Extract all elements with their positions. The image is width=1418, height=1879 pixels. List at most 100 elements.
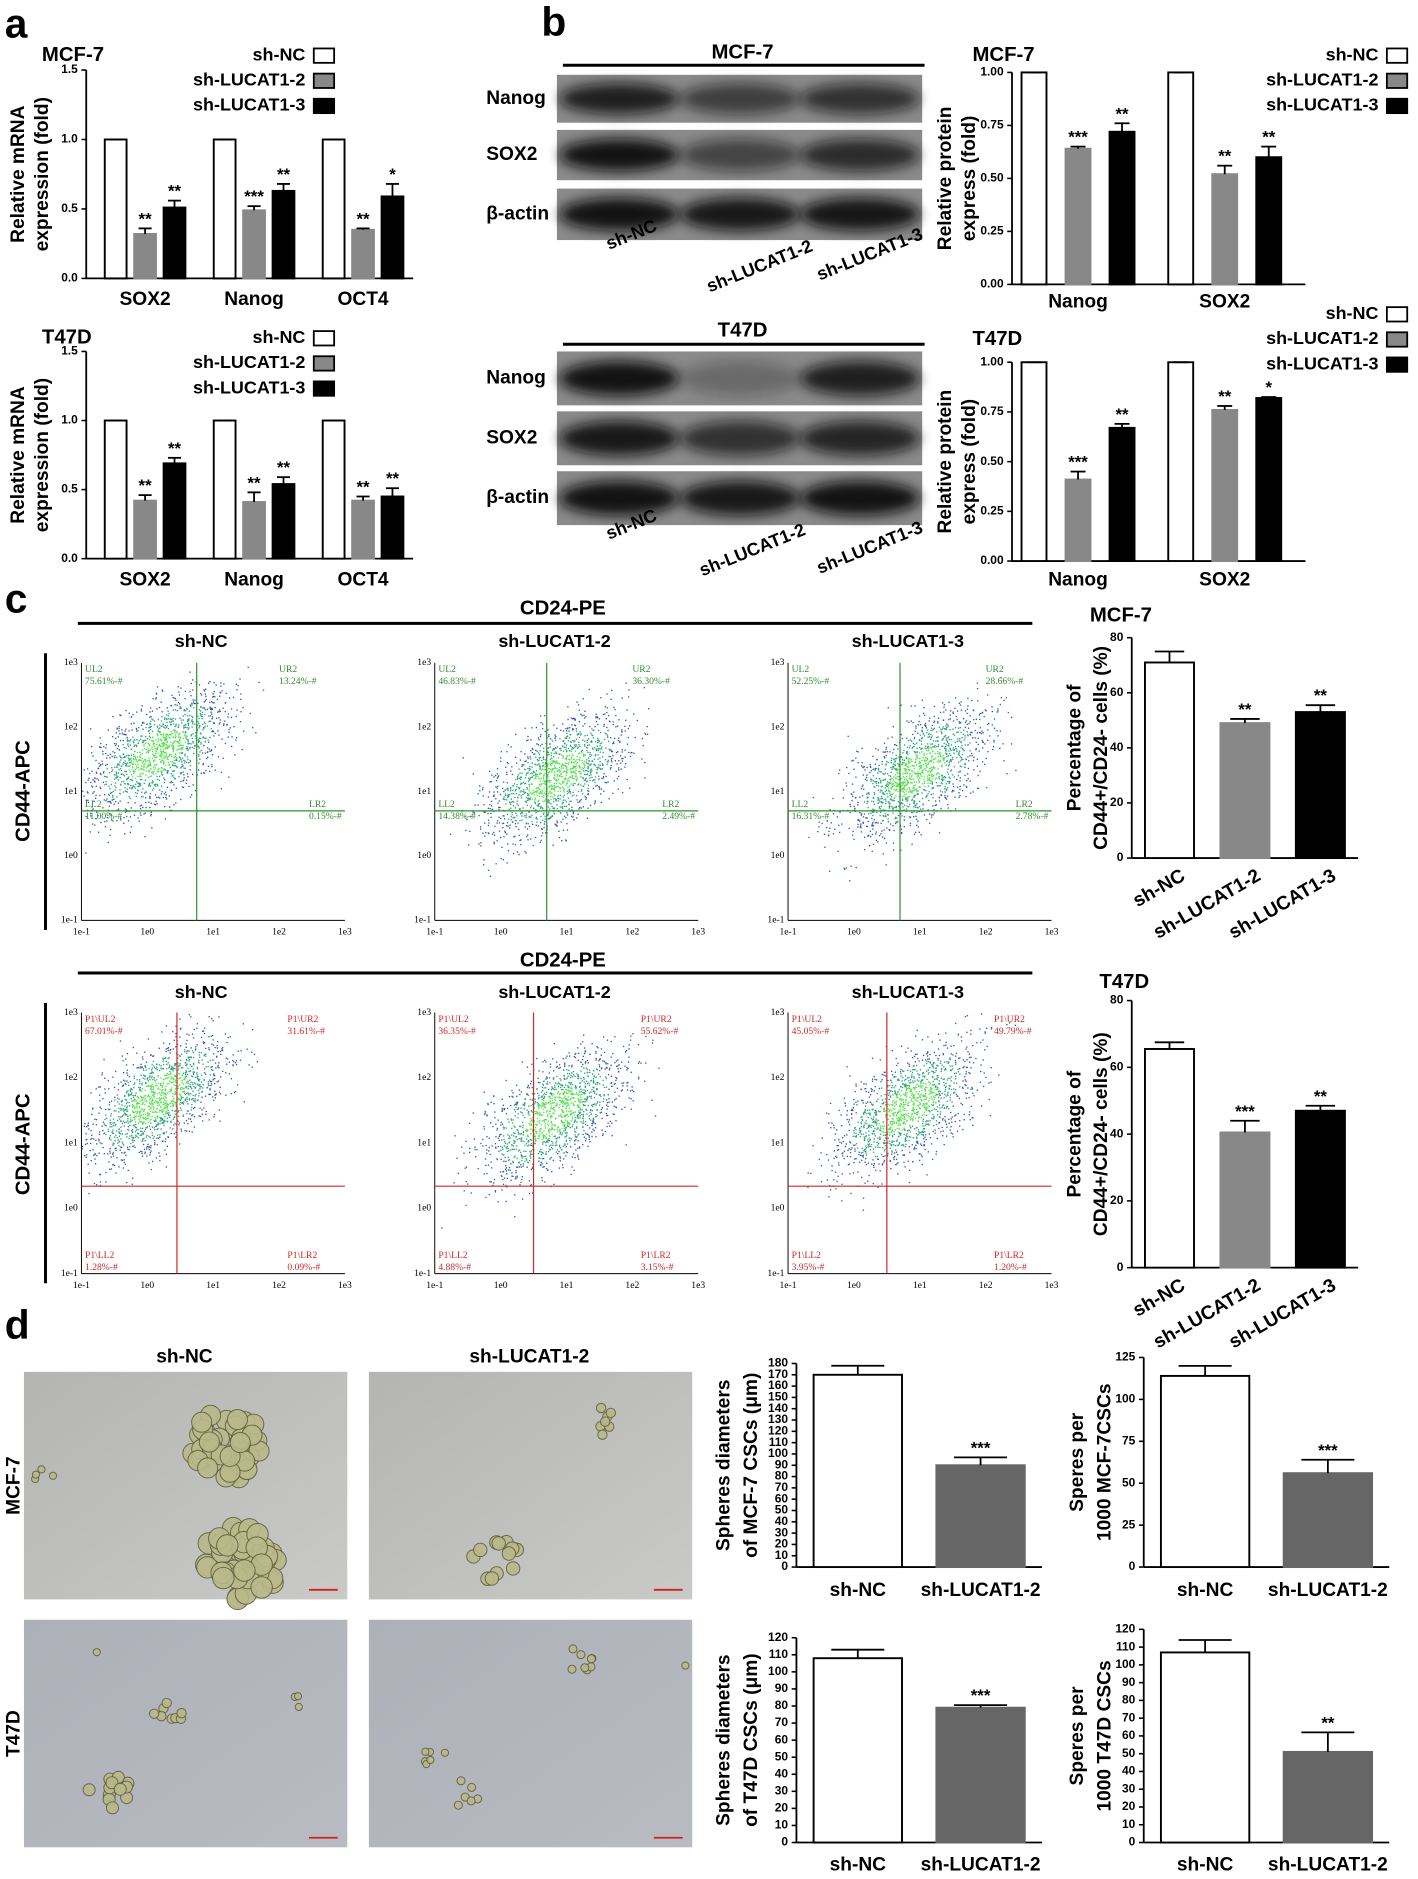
flow-dot: [187, 1110, 190, 1112]
flow-dot: [159, 1155, 161, 1157]
flow-dot: [949, 710, 952, 712]
flow-dot: [167, 710, 169, 712]
flow-dot: [167, 761, 170, 764]
flow-dot: [535, 777, 537, 780]
y-tick-label: 1.00: [980, 65, 1004, 79]
flow-dot: [582, 754, 585, 756]
flow-dot: [932, 787, 935, 789]
flow-dot: [181, 749, 183, 751]
flow-dot: [593, 779, 595, 781]
flow-dot: [189, 796, 192, 798]
flow-dot: [971, 699, 973, 702]
flow-dot: [173, 804, 175, 806]
y-tick-label: 40: [775, 1766, 789, 1780]
chart-title: MCF-7: [972, 44, 1034, 66]
flow-dot: [527, 823, 529, 825]
flow-dot: [165, 794, 167, 796]
flow-dot: [203, 772, 205, 774]
flow-dot: [553, 812, 555, 814]
flow-dot: [134, 1118, 136, 1121]
flow-dot: [975, 741, 977, 743]
flow-dot: [477, 804, 479, 806]
flow-dot: [566, 762, 568, 765]
flow-dot: [915, 753, 917, 756]
significance: **: [277, 165, 291, 184]
flow-dot: [490, 780, 492, 783]
y-tick-label: 20: [1122, 1799, 1136, 1813]
flow-dot: [568, 737, 571, 739]
flow-dot: [578, 736, 581, 739]
flow-dot: [944, 791, 946, 793]
flow-dot: [219, 719, 221, 721]
flow-dot: [581, 759, 583, 762]
flow-dot: [137, 764, 139, 766]
flow-dot: [565, 769, 568, 771]
y-tick-label: 60: [775, 1732, 789, 1746]
flow-dot: [539, 768, 541, 771]
flow-dot: [911, 782, 913, 784]
flow-dot: [174, 777, 177, 780]
error-bar: [385, 487, 400, 497]
flow-dot: [586, 734, 588, 736]
flow-dot: [892, 726, 895, 728]
flow-dot: [549, 746, 552, 748]
flow-dot: [192, 689, 194, 691]
flow-dot: [883, 742, 886, 744]
flow-dot: [154, 804, 157, 806]
flow-dot: [183, 725, 185, 727]
flow-dot: [203, 690, 206, 692]
flow-dot: [142, 760, 144, 762]
flow-y-label: CD44-APC: [12, 1093, 34, 1195]
flow-dot: [496, 768, 499, 770]
flow-dot: [174, 709, 177, 711]
flow-dot: [913, 767, 915, 770]
flow-dot: [904, 777, 906, 779]
flow-dot: [165, 734, 167, 736]
flow-dot: [892, 812, 894, 814]
flow-dot: [161, 791, 163, 793]
flow-dot: [563, 743, 566, 745]
flow-dot: [535, 811, 537, 814]
flow-dot: [931, 787, 933, 790]
flow-dot: [620, 768, 622, 770]
flow-dot: [134, 787, 136, 789]
flow-dot: [531, 821, 533, 823]
flow-plot-title: sh-LUCAT1-3: [852, 631, 964, 651]
flow-dot: [910, 782, 912, 784]
y-axis-label: Relative mRNA: [8, 386, 29, 523]
x-tick-label: SOX2: [120, 569, 171, 590]
flow-dot: [145, 758, 147, 761]
flow-dot: [97, 831, 100, 833]
y-tick-label: 50: [1122, 1746, 1136, 1760]
flow-dot: [495, 779, 498, 782]
flow-dot: [164, 751, 167, 754]
flow-dot: [184, 713, 186, 716]
flow-dot: [134, 744, 136, 746]
flow-dot: [927, 736, 929, 738]
flow-dot: [612, 723, 614, 726]
flow-dot: [567, 778, 570, 780]
flow-dot: [598, 747, 600, 750]
flow-dot: [142, 806, 144, 809]
flow-dot: [192, 701, 195, 703]
flow-dot: [832, 813, 835, 815]
flow-dot: [838, 772, 840, 775]
flow-dot: [550, 795, 552, 798]
flow-dot: [120, 769, 123, 772]
flow-dot: [161, 759, 163, 761]
flow-dot: [197, 715, 199, 717]
flow-dot: [108, 785, 110, 788]
flow-dot: [538, 763, 540, 765]
flow-dot: [598, 775, 600, 777]
flow-dot: [848, 772, 850, 775]
flow-dot: [934, 767, 936, 769]
flow-dot: [608, 714, 610, 717]
flow-dot: [499, 757, 502, 759]
flow-dot: [956, 740, 958, 742]
flow-dot: [873, 786, 875, 788]
flow-dot: [487, 824, 490, 827]
flow-dot: [884, 768, 886, 770]
flow-dot: [872, 782, 874, 785]
flow-dot: [554, 762, 557, 765]
flow-dot: [136, 751, 139, 754]
